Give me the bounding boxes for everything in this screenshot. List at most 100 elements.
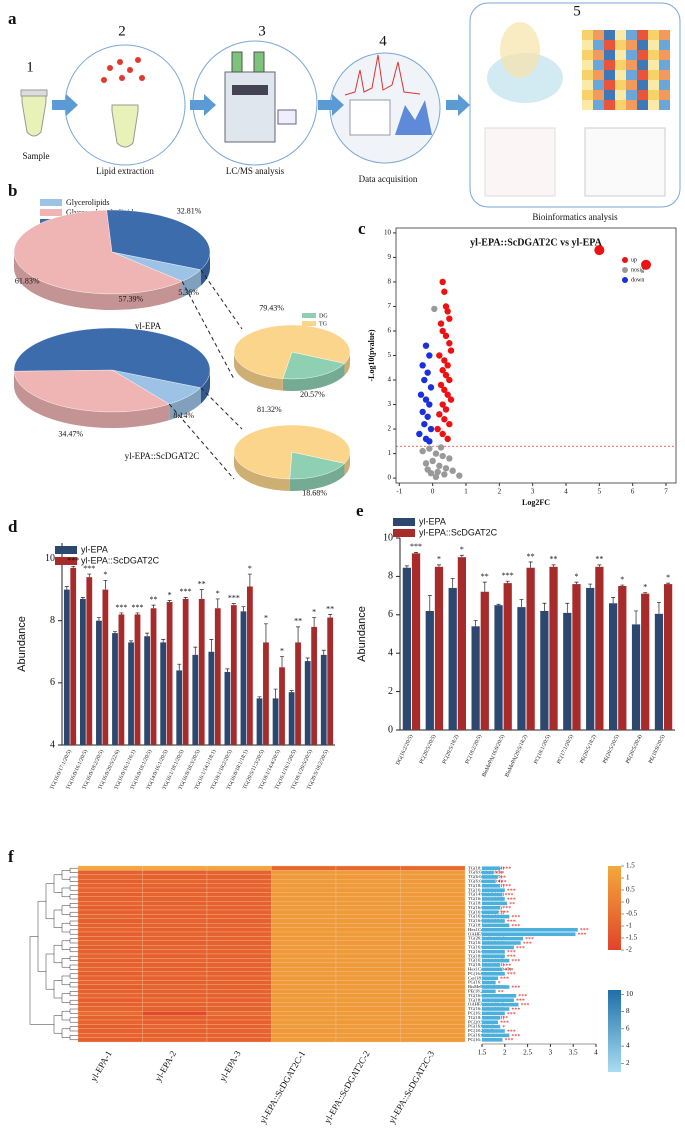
error-bar [588,583,593,588]
colorbar-label: 6 [626,1024,630,1032]
heatmap-cell [335,975,401,981]
error-bar [427,595,432,611]
heatmap-cell [400,936,466,941]
x-tick-label: PC(18:2/20:5) [464,733,484,765]
x-tick-label: PE(20:5/20:4) [624,733,644,764]
y-tick-label: 6 [50,677,55,688]
significance: *** [500,1021,509,1027]
heatmap-cell [206,1011,272,1016]
heatmap-cell [142,1037,208,1043]
heatmap-icon-cell [615,50,626,60]
legend-marker [622,257,628,263]
error-bar [145,632,150,637]
colorbar-label: -1.5 [626,934,638,942]
pie-slice [13,327,211,388]
pie-slice [13,209,183,295]
heatmap-cell [335,931,401,937]
colorbar-label: -1 [626,922,632,930]
spectrum-icon [344,54,421,96]
y-tick-label: 6 [388,327,392,335]
heatmap-icon-cell [615,90,626,100]
x-tick-label: PE(20:5/20:5) [601,733,621,764]
error-bar [112,631,117,634]
dendrogram [69,885,78,891]
heatmap-cell [206,914,272,919]
heatmap-cell [400,971,466,977]
pie-side [289,463,345,491]
bar [540,610,549,730]
bar [494,605,503,730]
bar [134,614,141,745]
dendrogram [45,883,54,920]
error-bar [199,589,204,599]
dendrogram [61,975,70,986]
heatmap-cell [206,989,272,994]
heatmap-cell [400,1011,466,1016]
step-number: 1 [26,59,34,75]
point [441,288,448,295]
point [442,303,450,310]
heatmap-cell [400,914,466,919]
dendrogram [69,964,78,970]
heatmap-cell [271,927,337,933]
x-tick-label: BisMePA(20:5/18:2) [503,733,529,778]
x-tick-label: 4 [564,488,568,496]
significance: *** [495,871,504,877]
point [441,471,448,478]
bar [482,958,510,963]
heatmap-cell [142,865,208,871]
heatmap-cell [77,1033,143,1038]
bar [664,584,673,730]
point [447,396,455,403]
heatmap-cell [77,958,143,963]
y-axis-label: -Log10(pvalue) [367,329,376,381]
heatmap-cell [400,896,466,902]
heatmap-cell [400,993,466,999]
point [439,430,446,438]
bar [482,901,508,906]
heatmap-cell [400,967,466,972]
heatmap-cell [335,989,401,994]
significance: *** [511,924,520,930]
error-bar [528,561,533,568]
point [429,457,436,465]
heatmap-cell [335,865,401,871]
heatmap-icon-cell [582,100,593,110]
heatmap-cell [77,962,143,968]
pie-side [169,387,201,421]
error-bar [666,582,671,585]
heatmap-icon-cell [582,70,593,80]
tube-icon [111,104,139,148]
heatmap-cell [206,967,272,972]
heatmap-cell [142,936,208,941]
point [419,408,426,416]
significance: *** [131,603,143,612]
bar [482,1033,510,1038]
error-bar [273,688,278,699]
bar [150,608,157,745]
dendrogram [69,920,78,926]
heatmap-cell [206,975,272,981]
point [432,473,440,481]
heatmap-cell [271,1002,337,1007]
error-bar [289,690,294,693]
error-bar [209,638,214,652]
heatmap-cell [77,1019,143,1025]
pie-side [14,252,183,310]
point [442,406,450,413]
point [416,430,423,438]
significance: * [216,589,220,598]
heatmap-cell [142,958,208,963]
significance: *** [577,933,586,939]
bar [641,593,650,730]
heatmap-cell [142,980,208,985]
significance: * [437,555,441,564]
x-tick-label: 2 [503,1049,507,1057]
heatmap-cell [271,892,337,897]
panel-label: b [8,181,17,200]
heatmap-cell [206,905,272,911]
heatmap-cell [400,1015,466,1021]
heatmap-cell [335,936,401,941]
heatmap-cell [271,962,337,968]
x-tick-label: 0 [431,488,435,496]
